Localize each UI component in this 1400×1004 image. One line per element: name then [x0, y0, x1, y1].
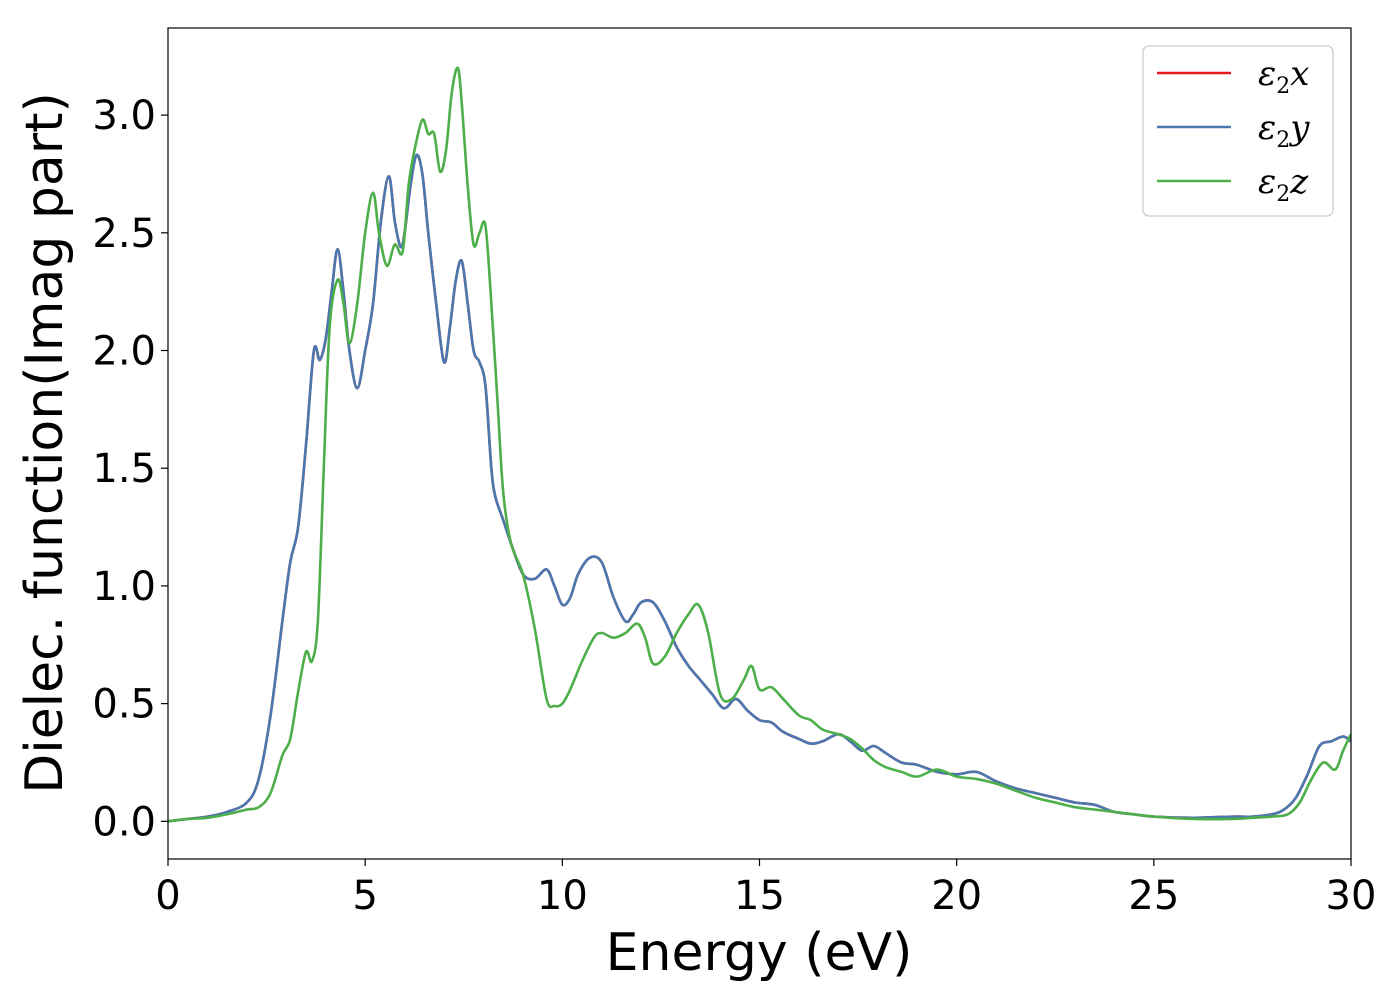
- x-tick-label: 20: [931, 873, 982, 919]
- y-tick-label: 1.5: [92, 446, 156, 492]
- x-tick-label: 5: [352, 873, 377, 919]
- legend-label-base: ε: [1258, 108, 1276, 148]
- legend-label: ε2z: [1258, 162, 1309, 207]
- y-axis-label: Dielec. function(Imag part): [15, 92, 75, 794]
- legend-label-subscript: 2: [1276, 128, 1290, 153]
- legend-label-base: ε: [1258, 54, 1276, 94]
- legend-box: [1142, 45, 1334, 217]
- y-axis-ticks: 0.0 0.5 1.0 1.5 2.0 2.5 3.0: [92, 93, 168, 845]
- x-axis-label: Energy (eV): [606, 923, 913, 983]
- x-axis-ticks: 0 5 10 15 20 25 30: [155, 859, 1376, 919]
- legend-label-variable: z: [1289, 162, 1309, 202]
- legend-label-subscript: 2: [1276, 182, 1290, 207]
- series-line-2: [168, 153, 1351, 823]
- legend-label: ε2y: [1258, 108, 1310, 153]
- legend-label-base: ε: [1258, 162, 1276, 202]
- legend-label-variable: y: [1288, 108, 1310, 148]
- series-line-3: [168, 66, 1351, 823]
- y-tick-label: 2.0: [92, 329, 156, 375]
- series-layer: [168, 66, 1351, 823]
- plot-frame: [167, 27, 1352, 860]
- x-tick-label: 25: [1128, 873, 1179, 919]
- legend-label-variable: x: [1290, 54, 1309, 94]
- y-tick-label: 1.0: [92, 564, 156, 610]
- x-tick-label: 30: [1326, 873, 1377, 919]
- x-tick-label: 10: [537, 873, 588, 919]
- legend-label-subscript: 2: [1276, 74, 1290, 99]
- y-tick-label: 3.0: [92, 93, 156, 139]
- legend-label: ε2x: [1258, 54, 1309, 99]
- y-tick-label: 0.0: [92, 799, 156, 845]
- y-tick-label: 0.5: [92, 682, 156, 728]
- y-tick-label: 2.5: [92, 211, 156, 257]
- x-tick-label: 0: [155, 873, 180, 919]
- x-tick-label: 15: [734, 873, 785, 919]
